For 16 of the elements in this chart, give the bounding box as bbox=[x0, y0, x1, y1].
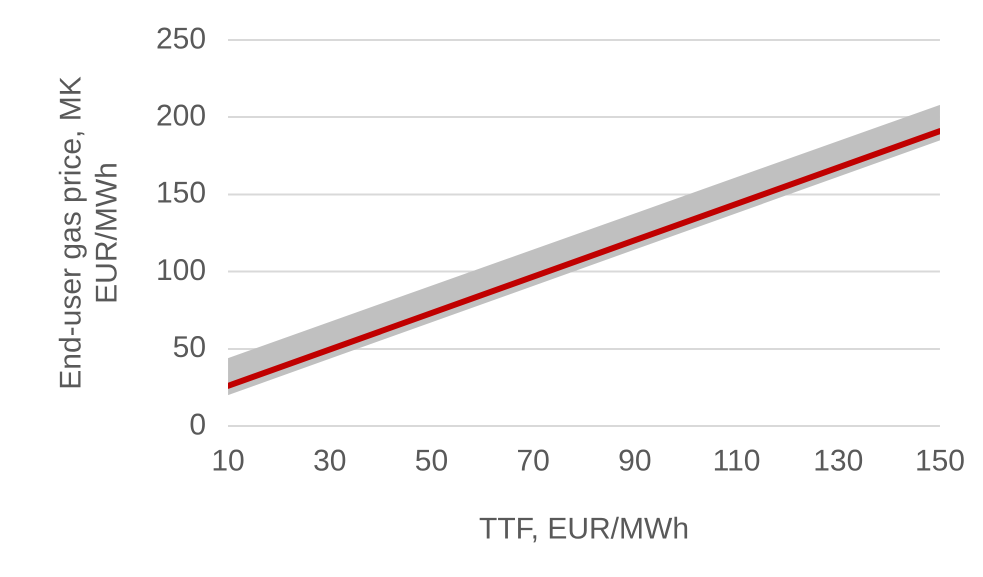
x-tick-label: 50 bbox=[414, 444, 448, 478]
y-tick-label: 250 bbox=[156, 22, 206, 56]
y-tick-label: 150 bbox=[156, 176, 206, 210]
x-tick-label: 130 bbox=[813, 444, 864, 478]
x-tick-label: 30 bbox=[313, 444, 346, 478]
x-tick-label: 70 bbox=[516, 444, 550, 478]
x-tick-label: 10 bbox=[211, 444, 245, 478]
y-tick-label: 0 bbox=[189, 408, 206, 442]
y-tick-label: 200 bbox=[156, 99, 206, 132]
y-tick-label: 100 bbox=[156, 254, 206, 287]
x-axis-title: TTF, EUR/MWh bbox=[479, 512, 690, 546]
x-tick-label: 150 bbox=[914, 444, 966, 478]
y-axis-title: End-user gas price, MK EUR/MWh bbox=[54, 76, 124, 390]
x-tick-label: 110 bbox=[712, 444, 760, 478]
y-tick-label: 50 bbox=[172, 331, 206, 364]
x-tick-label: 90 bbox=[618, 444, 652, 478]
